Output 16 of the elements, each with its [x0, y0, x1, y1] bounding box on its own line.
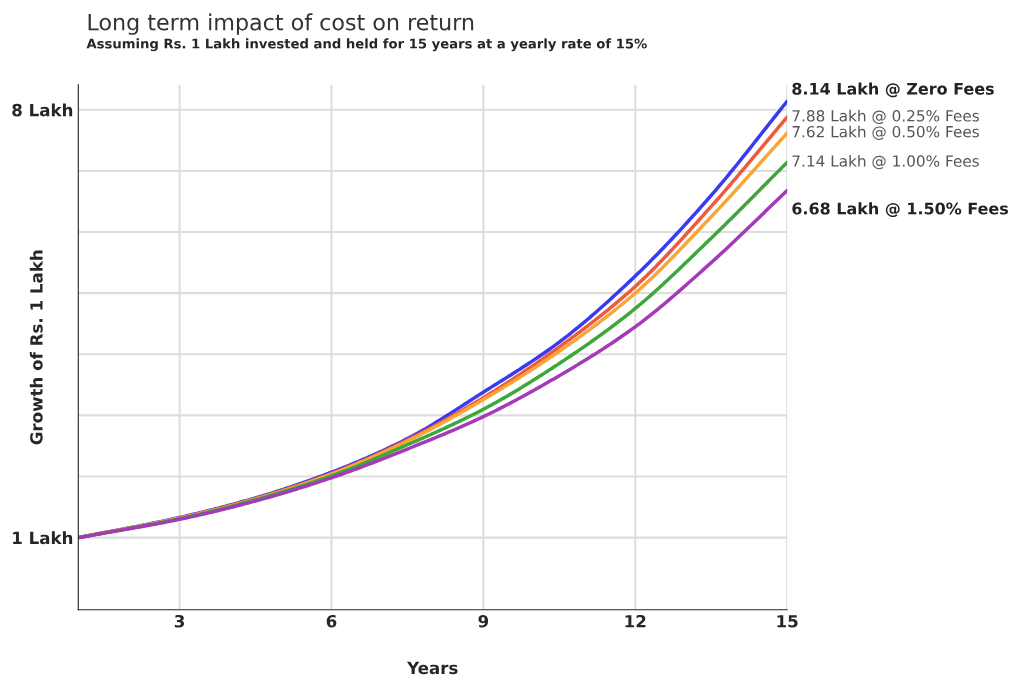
y-tick-label: 1 Lakh	[13, 531, 73, 545]
x-tick-label: 9	[478, 614, 489, 628]
x-tick-label: 6	[326, 614, 337, 628]
x-tick-label: 15	[777, 615, 798, 628]
text: 7.88 Lakh @ 0.25% Fees	[792, 109, 979, 125]
y-axis-title: Growth of Rs. 1 Lakh	[29, 250, 43, 445]
x-tick-label: 12	[625, 614, 646, 628]
text: 6.68 Lakh @ 1.50% Fees	[792, 202, 1008, 218]
text: 8.14 Lakh @ Zero Fees	[792, 82, 994, 98]
chart-subtitle: Assuming Rs. 1 Lakh invested and held for 15 years at a yearly rate of 15%	[86, 38, 647, 52]
x-tick-label: 3	[174, 614, 185, 628]
text: 7.14 Lakh @ 1.00% Fees	[792, 154, 979, 170]
x-axis-title: Years	[406, 661, 458, 675]
chart-title: Long term impact of cost on return	[88, 13, 474, 35]
text: 7.62 Lakh @ 0.50% Fees	[792, 125, 979, 140]
y-tick-label: 8 Lakh	[12, 103, 73, 117]
